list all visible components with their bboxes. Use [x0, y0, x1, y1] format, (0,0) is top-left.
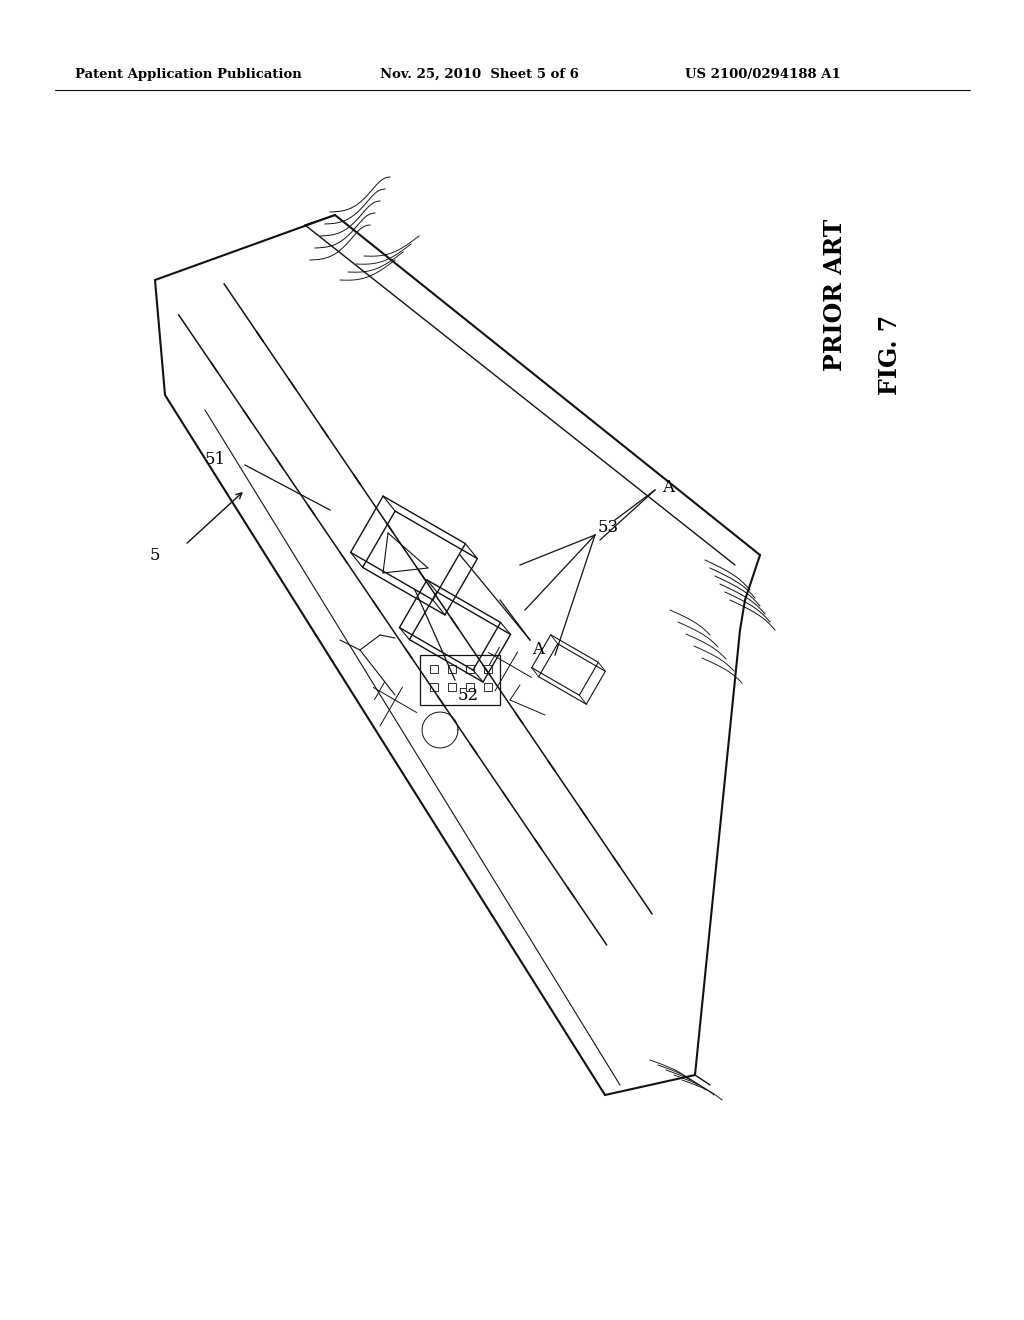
Text: PRIOR ART: PRIOR ART: [823, 219, 847, 371]
Text: A: A: [662, 479, 674, 496]
Bar: [430, 682, 438, 690]
Text: FIG. 7: FIG. 7: [878, 315, 902, 395]
Bar: [466, 682, 474, 690]
Bar: [449, 665, 456, 673]
Bar: [466, 665, 474, 673]
Text: Patent Application Publication: Patent Application Publication: [75, 69, 302, 81]
Text: 51: 51: [205, 451, 226, 469]
Text: A: A: [532, 642, 544, 659]
Bar: [449, 682, 456, 690]
Text: 52: 52: [458, 686, 478, 704]
Text: Nov. 25, 2010  Sheet 5 of 6: Nov. 25, 2010 Sheet 5 of 6: [380, 69, 579, 81]
Text: US 2100/0294188 A1: US 2100/0294188 A1: [685, 69, 841, 81]
Text: 53: 53: [598, 520, 620, 536]
Text: 5: 5: [150, 546, 160, 564]
Bar: [484, 682, 492, 690]
Bar: [430, 665, 438, 673]
Bar: [484, 665, 492, 673]
